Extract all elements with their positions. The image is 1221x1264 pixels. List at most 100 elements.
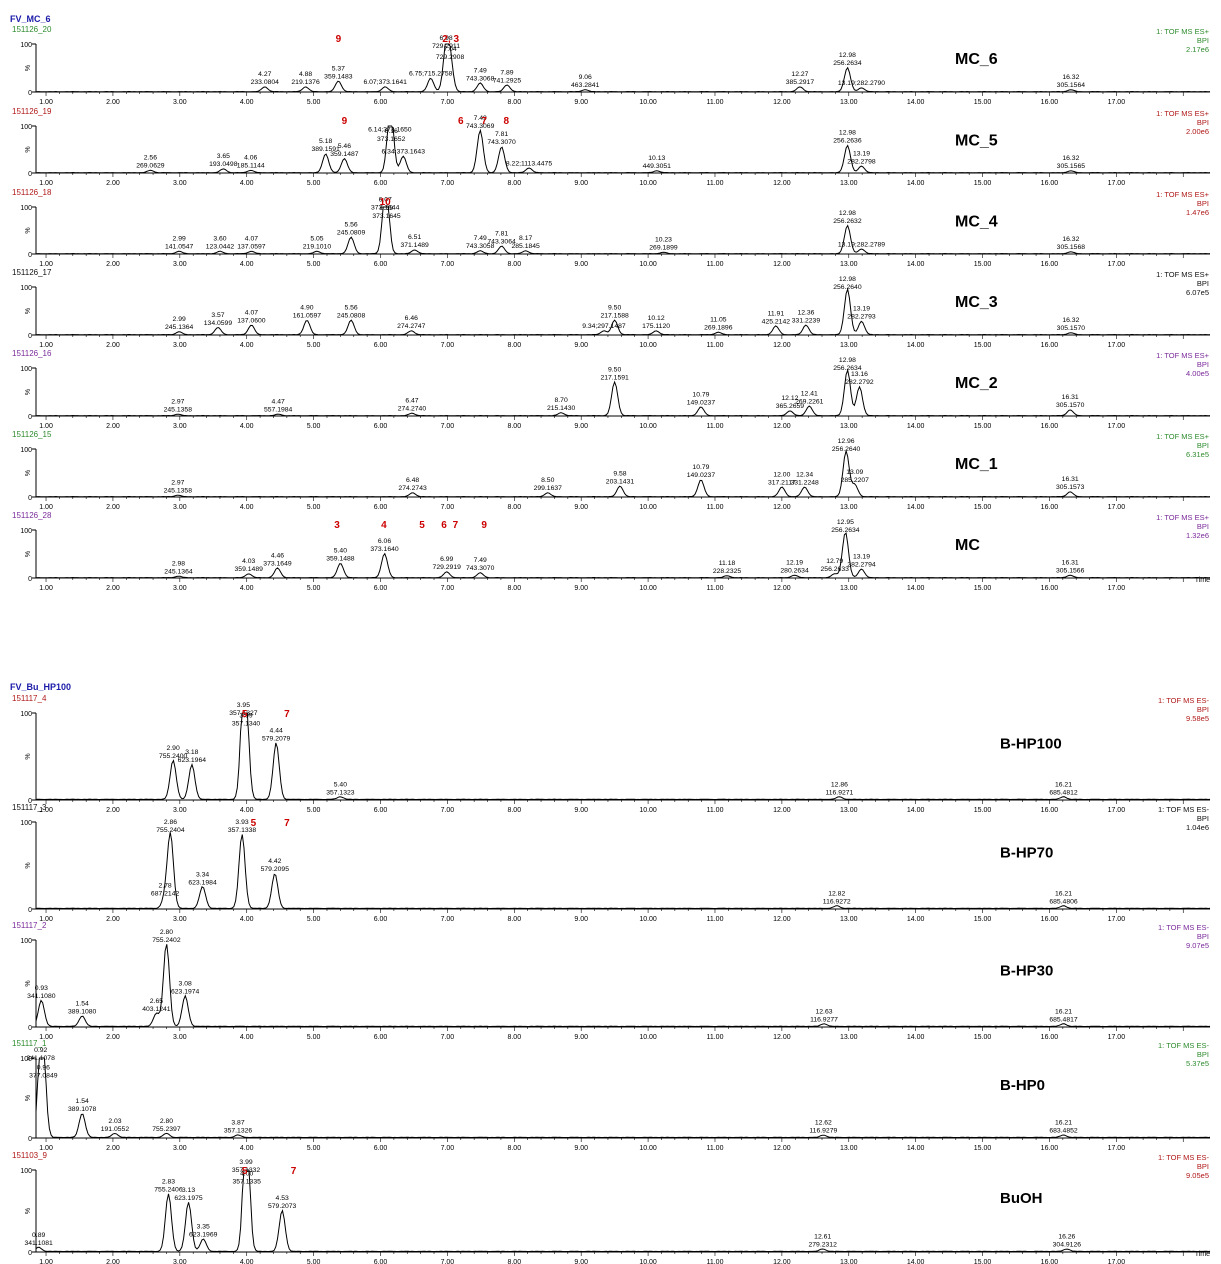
x-tick-label: 16.00 (1041, 180, 1059, 187)
peak-label-line: 274.2747 (397, 323, 426, 330)
x-tick-label: 6.00 (374, 180, 388, 187)
peak-label-line: 5.18 (319, 138, 332, 145)
peak-label-line: 233.0804 (251, 79, 280, 86)
peak-label: 16.32 305.1564 (1057, 74, 1086, 89)
x-tick-label: 2.00 (106, 504, 120, 511)
bpi-label: BPI (1197, 199, 1209, 208)
peak-label-line: 7.49 (474, 235, 487, 242)
peak-label-line: 304.9126 (1053, 1242, 1082, 1249)
peak-label-line: 282.2794 (847, 561, 876, 568)
peak-label-line: 280.2634 (780, 568, 809, 575)
compound-number: 5 (242, 1166, 248, 1177)
peak-label: 2.98 245.1364 (164, 561, 193, 576)
x-tick-label: 14.00 (907, 504, 925, 511)
peak-label: 4.53 579.2073 (268, 1195, 297, 1210)
peak-label-line: 6.51 (408, 234, 421, 241)
x-tick-label: 16.00 (1041, 1259, 1059, 1264)
x-tick-label: 9.00 (574, 261, 588, 268)
sample-name: B-HP0 (1000, 1077, 1045, 1094)
peak-label: 4.03 359.1489 (235, 558, 264, 573)
peak-label-line: 2.86 (164, 819, 177, 826)
peak-label-line: 579.2073 (268, 1203, 297, 1210)
x-tick-label: 2.00 (106, 261, 120, 268)
peak-label-line: 2.83 (162, 1179, 175, 1186)
x-tick-label: 8.00 (507, 1145, 521, 1152)
x-tick-label: 15.00 (974, 261, 992, 268)
x-tick-label: 2.00 (106, 585, 120, 592)
peak-label: 4.90 161.0597 (293, 305, 322, 320)
run-id: 151126_20 (12, 25, 52, 34)
peak-label: 6.06 373.1640 (370, 538, 399, 553)
time-axis-label: Time (1195, 1251, 1210, 1258)
x-tick-label: 2.00 (106, 916, 120, 923)
x-tick-label: 11.00 (706, 504, 723, 511)
x-tick-label: 8.00 (507, 1034, 521, 1041)
peak-label-line: 385.2917 (786, 79, 815, 86)
compound-number: 7 (291, 1166, 297, 1177)
x-tick-label: 6.00 (374, 1259, 388, 1264)
sample-name: B-HP70 (1000, 845, 1053, 862)
x-tick-label: 15.00 (974, 807, 992, 814)
group-title: FV_MC_6 (10, 14, 51, 24)
peak-label-line: 219.1376 (291, 79, 320, 86)
peak-label-line: 12.61 (814, 1234, 831, 1241)
x-tick-label: 17.00 (1108, 1145, 1126, 1152)
x-tick-label: 12.00 (773, 807, 791, 814)
ms-mode: 1: TOF MS ES+ (1156, 351, 1209, 360)
peak-label: 3.93 357.1338 (228, 819, 257, 834)
peak-label-line: 685.4812 (1049, 789, 1078, 796)
ms-mode: 1: TOF MS ES- (1158, 923, 1209, 932)
x-tick-label: 11.00 (706, 180, 723, 187)
x-tick-label: 14.00 (907, 180, 925, 187)
x-tick-label: 4.00 (240, 585, 254, 592)
x-tick-label: 13.00 (840, 423, 858, 430)
x-tick-label: 14.00 (907, 1034, 925, 1041)
peak-label: 4.46 373.1649 (263, 552, 292, 567)
x-tick-label: 14.00 (907, 1145, 925, 1152)
x-tick-label: 5.00 (307, 342, 321, 349)
peak-label: 3.08 623.1974 (171, 981, 200, 996)
peak-label: 5.05 219.1010 (303, 236, 332, 251)
y-axis-label: % (25, 1095, 32, 1101)
peak-label: 6.16 373.1652 (377, 128, 406, 143)
peak-label-line: 13.09 (846, 469, 863, 476)
peak-label-line: 279.2312 (809, 1242, 838, 1249)
x-tick-label: 3.00 (173, 1145, 187, 1152)
bpi-label: BPI (1197, 279, 1209, 288)
y-bottom-label: 0 (28, 90, 32, 97)
x-tick-label: 12.00 (773, 585, 791, 592)
peak-label-line: 743.3070 (487, 139, 516, 146)
peak-label-line: 3.99 (239, 1159, 252, 1166)
peak-label-line: 13.16 (851, 371, 868, 378)
compound-number: 8 (503, 116, 509, 127)
peak-label: 9.34;297.1487 (582, 323, 626, 330)
peak-label: 12.82 116.9272 (823, 890, 851, 905)
compound-number: 5 (419, 520, 425, 531)
peak-label-line: 149.0237 (687, 399, 716, 406)
x-tick-label: 13.00 (840, 1145, 858, 1152)
peak-label: 2.99 245.1364 (165, 316, 194, 331)
peak-label: 12.95 256.2634 (831, 519, 860, 534)
chromatogram-trace (35, 712, 1211, 801)
run-id: 151126_16 (12, 349, 52, 358)
peak-label: 12.61 279.2312 (809, 1234, 838, 1249)
peak-label-line: 305.1570 (1057, 325, 1086, 332)
run-id: 151117_1 (12, 1039, 47, 1048)
x-tick-label: 12.00 (773, 1034, 791, 1041)
peak-label-line: 6.14;373.1650 (368, 126, 412, 133)
peak-label-line: 141.0547 (165, 244, 194, 251)
compound-number: 7 (453, 520, 459, 531)
x-tick-label: 13.00 (840, 261, 858, 268)
peak-label-line: 12.98 (839, 357, 856, 364)
peak-label: 16.21 685.4812 (1049, 781, 1078, 796)
x-tick-label: 17.00 (1108, 423, 1126, 430)
x-tick-label: 15.00 (974, 1034, 992, 1041)
peak-label-line: 269.1896 (704, 325, 733, 332)
x-tick-label: 11.00 (706, 916, 723, 923)
y-axis-label: % (25, 146, 32, 152)
x-tick-label: 12.00 (773, 261, 791, 268)
